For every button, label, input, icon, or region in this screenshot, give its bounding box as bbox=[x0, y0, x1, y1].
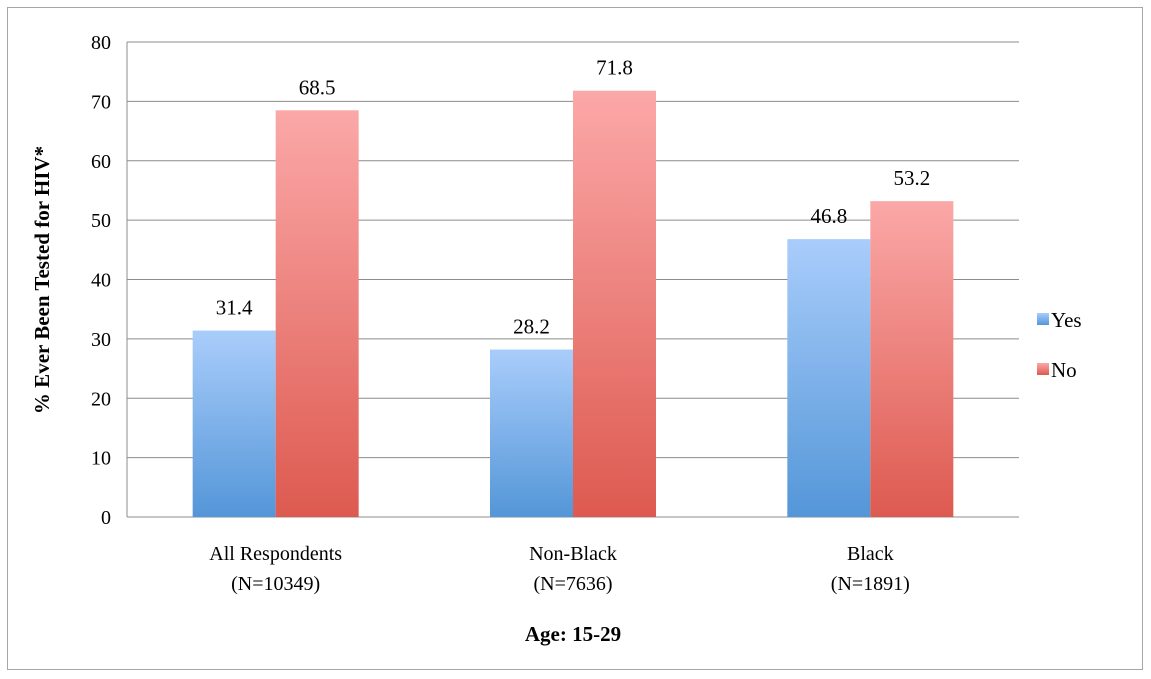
y-tick-label: 70 bbox=[91, 91, 111, 113]
data-label: 71.8 bbox=[596, 56, 633, 80]
y-tick-label: 0 bbox=[101, 507, 111, 529]
legend-swatch-yes bbox=[1037, 313, 1049, 325]
data-label: 46.8 bbox=[810, 204, 847, 228]
data-label: 31.4 bbox=[216, 296, 253, 320]
data-labels: 31.4 68.5 28.2 71.8 46.8 53.2 bbox=[216, 56, 930, 339]
data-label: 68.5 bbox=[299, 75, 336, 99]
bar-yes-2 bbox=[787, 239, 871, 517]
x-axis-categories: All Respondents (N=10349) Non-Black (N=7636… bbox=[209, 543, 910, 595]
bars bbox=[192, 90, 954, 517]
y-tick-label: 10 bbox=[91, 448, 111, 470]
x-category-label: All Respondents bbox=[209, 543, 342, 565]
y-tick-label: 80 bbox=[91, 32, 111, 54]
data-label: 53.2 bbox=[893, 166, 930, 190]
x-axis-title: Age: 15-29 bbox=[525, 622, 621, 646]
bar-yes-1 bbox=[490, 349, 573, 517]
bar-no-0 bbox=[275, 110, 359, 517]
y-tick-label: 40 bbox=[91, 270, 111, 292]
x-category-label: (N=1891) bbox=[831, 573, 910, 595]
legend-swatch-no bbox=[1037, 363, 1049, 375]
bar-yes-0 bbox=[192, 330, 276, 517]
x-category-label: Black bbox=[847, 543, 894, 565]
x-category-label: Non-Black bbox=[529, 543, 617, 565]
legend: Yes No bbox=[1037, 308, 1082, 382]
bar-no-2 bbox=[870, 201, 954, 517]
x-category-label: (N=7636) bbox=[533, 573, 612, 595]
y-axis-title: % Ever Been Tested for HIV* bbox=[30, 146, 54, 414]
y-axis-ticks: 0 10 20 30 40 50 60 70 80 bbox=[91, 32, 111, 529]
y-tick-label: 50 bbox=[91, 210, 111, 232]
bar-no-1 bbox=[573, 90, 656, 517]
data-label: 28.2 bbox=[513, 315, 550, 339]
legend-label-yes: Yes bbox=[1051, 308, 1082, 332]
legend-label-no: No bbox=[1051, 358, 1077, 382]
x-category-label: (N=10349) bbox=[231, 573, 320, 595]
y-tick-label: 20 bbox=[91, 388, 111, 410]
y-tick-label: 30 bbox=[91, 329, 111, 351]
y-tick-label: 60 bbox=[91, 151, 111, 173]
